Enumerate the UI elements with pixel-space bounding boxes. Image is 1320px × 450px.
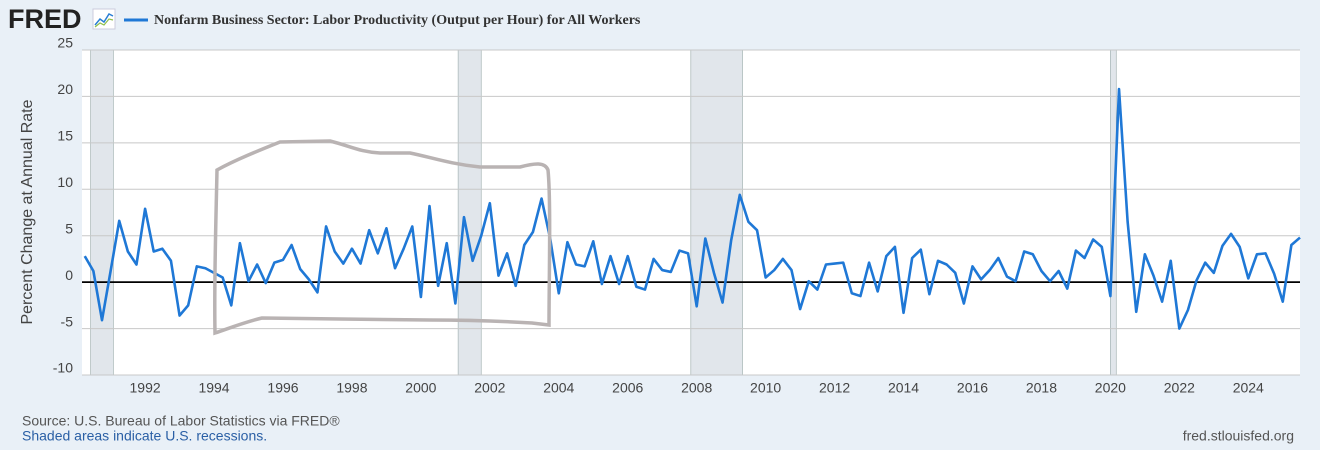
x-tick-label: 1992 (130, 380, 161, 396)
y-tick-label: -5 (61, 313, 74, 329)
x-tick-label: 2000 (405, 380, 436, 396)
x-tick-label: 1994 (198, 380, 229, 396)
annotation-box (212, 139, 552, 336)
x-tick-label: 2004 (543, 380, 574, 396)
x-tick-label: 2008 (681, 380, 712, 396)
y-tick-label: 10 (57, 174, 73, 190)
y-tick-label: 0 (65, 267, 73, 283)
site: fred.stlouisfed.org (1183, 428, 1294, 444)
source: Source: U.S. Bureau of Labor Statistics … (22, 413, 340, 429)
series-line (83, 87, 1301, 330)
y-tick-label: 25 (57, 35, 73, 51)
x-tick-label: 2002 (474, 380, 505, 396)
legend-label: Nonfarm Business Sector: Labor Productiv… (154, 13, 641, 28)
x-tick-label: 2016 (957, 380, 988, 396)
x-tick-label: 2024 (1233, 380, 1264, 396)
logo: FRED (8, 4, 82, 34)
x-tick-label: 2012 (819, 380, 850, 396)
recession-shade (690, 49, 743, 376)
x-tick-label: 2020 (1095, 380, 1126, 396)
recession-shade (457, 49, 482, 376)
x-tick-label: 1998 (336, 380, 367, 396)
x-tick-label: 2014 (888, 380, 919, 396)
y-axis-label: Percent Change at Annual Rate (19, 99, 36, 324)
logo-icon (92, 8, 116, 30)
x-tick-label: 1996 (267, 380, 298, 396)
y-tick-label: 20 (57, 81, 73, 97)
y-tick-label: 15 (57, 128, 73, 144)
y-tick-label: 5 (65, 220, 73, 236)
recession-shade (90, 49, 114, 376)
y-tick-label: -10 (53, 360, 73, 376)
x-tick-label: 2018 (1026, 380, 1057, 396)
x-tick-label: 2022 (1164, 380, 1195, 396)
note: Shaded areas indicate U.S. recessions. (22, 428, 267, 444)
x-tick-label: 2010 (750, 380, 781, 396)
x-tick-label: 2006 (612, 380, 643, 396)
